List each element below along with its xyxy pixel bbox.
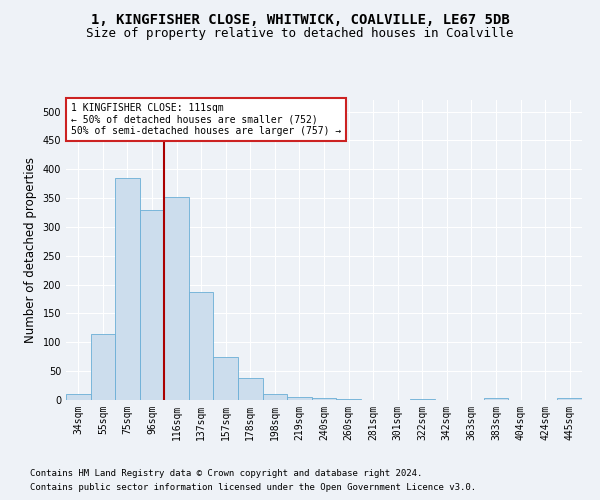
- Text: Contains public sector information licensed under the Open Government Licence v3: Contains public sector information licen…: [30, 484, 476, 492]
- Bar: [287, 396, 312, 400]
- Bar: [263, 394, 287, 400]
- Bar: [238, 378, 263, 400]
- Y-axis label: Number of detached properties: Number of detached properties: [24, 157, 37, 343]
- Bar: [164, 197, 189, 400]
- Bar: [484, 398, 508, 400]
- Text: Contains HM Land Registry data © Crown copyright and database right 2024.: Contains HM Land Registry data © Crown c…: [30, 468, 422, 477]
- Text: Size of property relative to detached houses in Coalville: Size of property relative to detached ho…: [86, 28, 514, 40]
- Bar: [140, 210, 164, 400]
- Bar: [214, 358, 238, 400]
- Bar: [312, 398, 336, 400]
- Bar: [557, 398, 582, 400]
- Bar: [189, 292, 214, 400]
- Text: 1, KINGFISHER CLOSE, WHITWICK, COALVILLE, LE67 5DB: 1, KINGFISHER CLOSE, WHITWICK, COALVILLE…: [91, 12, 509, 26]
- Text: 1 KINGFISHER CLOSE: 111sqm
← 50% of detached houses are smaller (752)
50% of sem: 1 KINGFISHER CLOSE: 111sqm ← 50% of deta…: [71, 103, 341, 136]
- Bar: [91, 334, 115, 400]
- Bar: [115, 178, 140, 400]
- Bar: [66, 394, 91, 400]
